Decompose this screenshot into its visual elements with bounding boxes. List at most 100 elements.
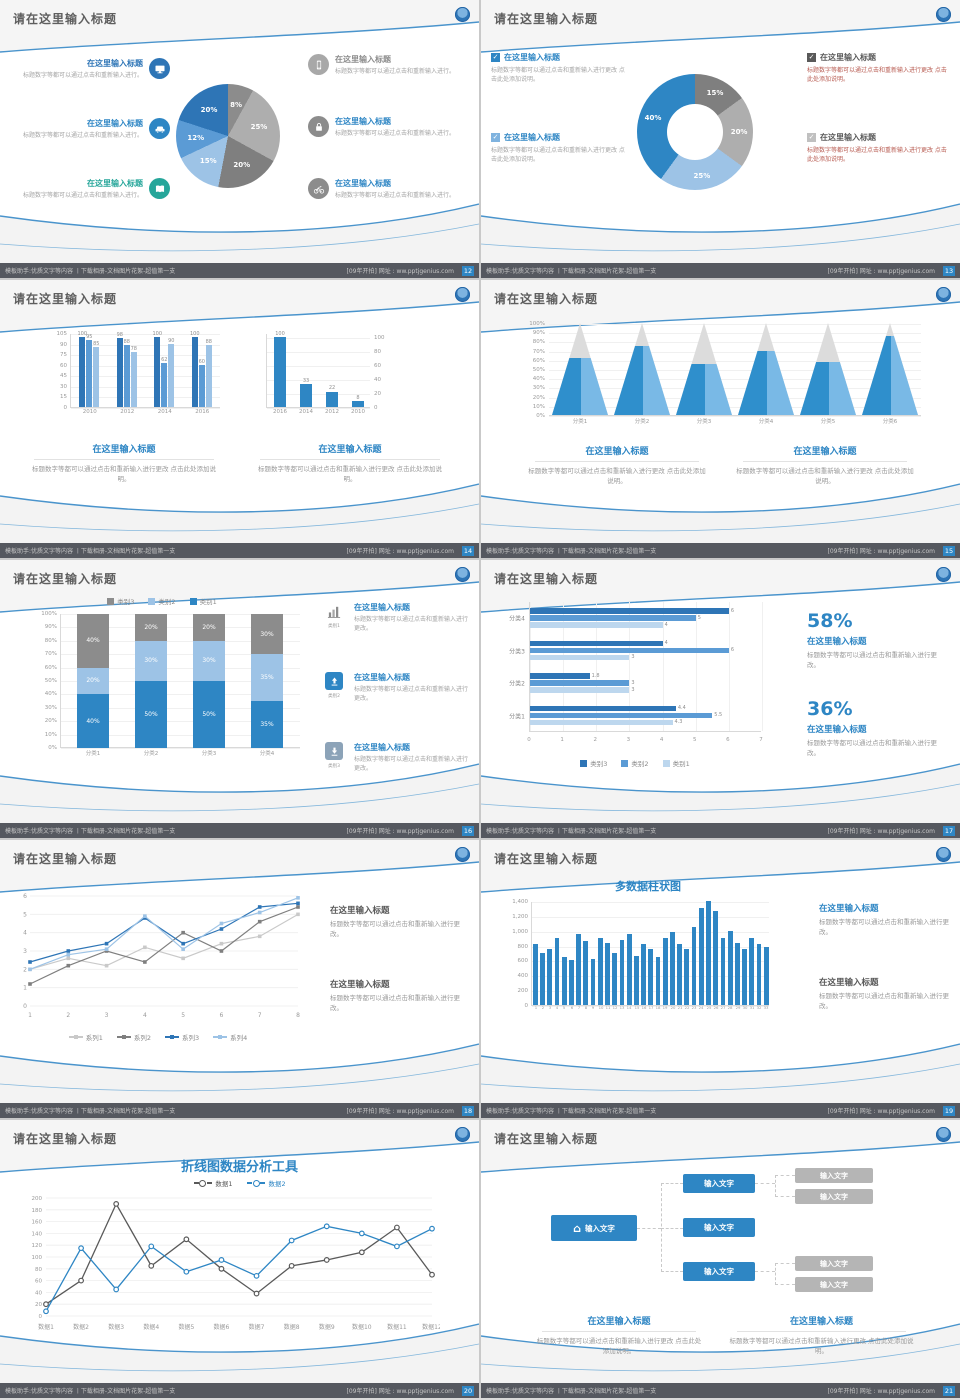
slide-21-flowchart: 请在这里输入标题 ⌂ 输入文字 输入文字 输入文字 输入文字 输入文字 输入文字… — [481, 1120, 960, 1398]
bar — [670, 932, 675, 1005]
legend-item: 类别3 — [107, 596, 134, 606]
svg-text:数据6: 数据6 — [214, 1323, 230, 1331]
bar — [130, 352, 137, 407]
legend-item: 数据1 — [193, 1178, 233, 1188]
legend-swatch — [107, 597, 115, 605]
y-tick: 0 — [63, 405, 68, 411]
y-tick: 80 — [374, 348, 381, 355]
x-tick: 2 — [593, 737, 598, 743]
page-number: 17 — [943, 825, 955, 836]
stat-title: 在这里输入标题 — [807, 725, 867, 735]
footer-right-text: [09年开拍] 网址 : ww.pptjgenius.com — [827, 1388, 936, 1395]
bar-label: 100 — [275, 330, 285, 337]
stat-body: 标题数字等都可以通过点击和重新输入进行更改。 — [807, 739, 937, 758]
footer-right-text: [09年开拍] 网址 : ww.pptjgenius.com — [827, 1108, 936, 1115]
y-tick: 20% — [44, 718, 57, 725]
legend-item: 系列1 — [68, 1032, 103, 1042]
svg-text:数据4: 数据4 — [143, 1323, 159, 1331]
y-tick: 100% — [41, 611, 57, 617]
feature-item: 在这里输入标题 标题数字等都可以通过点击和重新输入进行。 — [308, 116, 468, 138]
x-label: 20 — [670, 1006, 676, 1011]
y-tick: 0 — [374, 405, 378, 411]
grid-line — [267, 408, 370, 409]
icon-item-body: 标题数字等都可以通过点击和重新输入进行更改。 — [354, 616, 469, 633]
checklist-head: ✓ 在这里输入标题 — [807, 132, 949, 143]
svg-text:数据1: 数据1 — [38, 1323, 54, 1331]
footer-right-text: [09年开拍] 网址 : ww.pptjgenius.com — [827, 268, 936, 275]
flow-label: 输入文字 — [704, 1267, 734, 1276]
grid-line — [532, 946, 769, 948]
bar-label: 98 — [116, 331, 123, 338]
flow-label: 输入文字 — [820, 1280, 848, 1289]
feature-item: 在这里输入标题 标题数字等都可以通过点击和重新输入进行。 — [8, 118, 170, 140]
legend-line — [165, 1035, 179, 1039]
x-label: 分类4 — [259, 751, 275, 757]
legend-item: 类别2 — [148, 596, 176, 606]
svg-text:160: 160 — [32, 1220, 43, 1226]
segment-label: 30% — [144, 657, 158, 665]
y-tick: 200 — [517, 988, 529, 995]
svg-text:40: 40 — [35, 1290, 42, 1296]
feature-title: 在这里输入标题 — [335, 55, 391, 64]
car-icon — [149, 118, 170, 139]
bar — [530, 680, 630, 686]
icon-item-title: 在这里输入标题 — [354, 743, 410, 752]
stack-segment: 35% — [251, 701, 283, 748]
grid-line — [61, 721, 300, 723]
feature-text: 在这里输入标题 标题数字等都可以通过点击和重新输入进行。 — [335, 54, 468, 76]
flow-label: 输入文字 — [820, 1171, 848, 1180]
bar-label: 3 — [631, 679, 635, 686]
bar — [530, 687, 630, 693]
bar — [530, 647, 729, 654]
slide-content: 6 5 4 4 6 3 1.8 3 3 4.4 5.5 4.3 0 1 2 3 4 5 6 7 分类4 分类3 分类2 分类1… — [489, 596, 952, 821]
brand-logo-icon — [936, 7, 951, 22]
slide-title: 请在这里输入标题 — [494, 1132, 599, 1146]
bar-label: 1.8 — [591, 672, 600, 679]
legend-marker — [247, 1179, 265, 1187]
svg-text:5: 5 — [181, 1012, 185, 1019]
feature-text: 在这里输入标题 标题数字等都可以通过点击和重新输入进行。 — [8, 178, 143, 200]
brand-logo-icon — [455, 287, 470, 302]
divider — [743, 461, 907, 462]
segment-label: 35% — [260, 674, 274, 682]
slice-label: 40% — [644, 114, 662, 123]
checklist-head: ✓ 在这里输入标题 — [491, 132, 625, 143]
slide-title: 请在这里输入标题 — [494, 572, 599, 586]
feature-body: 标题数字等都可以通过点击和重新输入进行。 — [22, 132, 143, 139]
checklist-head: ✓ 在这里输入标题 — [491, 52, 625, 63]
x-label: 2010 — [82, 409, 97, 415]
svg-text:5: 5 — [23, 911, 27, 918]
grid-line — [532, 916, 769, 918]
text-block: 在这里输入标题 标题数字等都可以通过点击和重新输入进行更改。 — [819, 976, 949, 1012]
svg-text:3: 3 — [105, 1012, 109, 1019]
svg-text:20: 20 — [35, 1302, 42, 1308]
checklist-title: 在这里输入标题 — [504, 53, 560, 62]
svg-text:6: 6 — [220, 1012, 224, 1019]
bar — [168, 343, 175, 407]
slice-label: 25% — [250, 123, 268, 131]
bar-label: 22 — [328, 385, 336, 392]
x-label: 8 — [584, 1006, 588, 1011]
pyramid-fill — [862, 335, 918, 415]
divider — [260, 459, 440, 460]
connector-line — [775, 1196, 795, 1197]
y-tick: 70% — [44, 651, 57, 658]
brand-logo-icon — [936, 567, 951, 582]
x-label: 27 — [720, 1006, 726, 1011]
grid-line — [549, 388, 921, 390]
y-tick: 60 — [374, 362, 381, 369]
x-label: 2010 — [351, 409, 365, 415]
bar — [720, 938, 726, 1005]
slice-label: 8% — [230, 100, 242, 109]
footer-right-text: [09年开拍] 网址 : ww.pptjgenius.com — [827, 548, 936, 555]
x-label: 2016 — [273, 409, 287, 415]
bar-label: 78 — [130, 346, 137, 353]
svg-text:6: 6 — [23, 893, 27, 900]
x-tick: 4 — [659, 737, 664, 743]
pyramid-fill — [676, 364, 732, 415]
x-tick: 7 — [759, 737, 763, 743]
chart-title: 多数据柱状图 — [615, 880, 681, 893]
y-tick: 70% — [532, 348, 545, 355]
block-title: 在这里输入标题 — [819, 904, 879, 914]
